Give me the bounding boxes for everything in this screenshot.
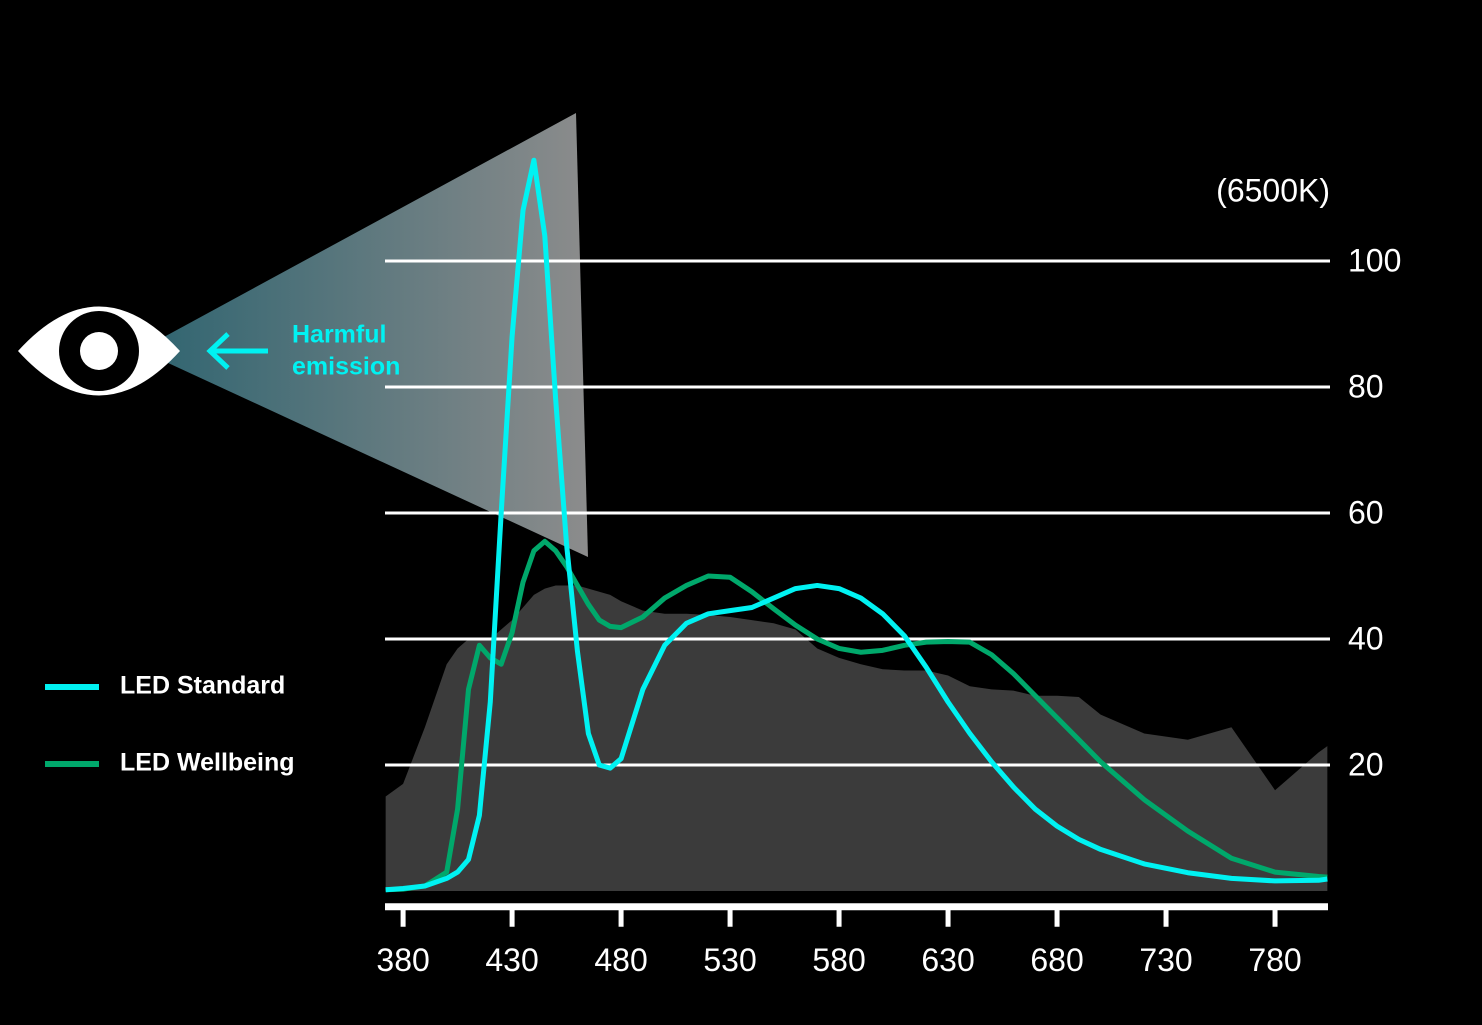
chart-title: (6500K) [1216, 172, 1330, 208]
x-tick-label: 430 [485, 942, 538, 978]
arrow [206, 332, 268, 370]
annotation: emission [292, 353, 400, 381]
legend-label: LED Wellbeing [120, 749, 295, 777]
x-tick-label: 380 [376, 942, 429, 978]
x-tick-label: 480 [594, 942, 647, 978]
x-tick-label: 580 [812, 942, 865, 978]
spectrum-area [385, 585, 1328, 891]
x-tick-label: 680 [1030, 942, 1083, 978]
eye-pupil [80, 332, 118, 370]
plot-area [385, 259, 1330, 927]
annotation: Harmful [292, 321, 386, 349]
y-tick-label: 100 [1348, 242, 1401, 278]
x-tick-label: 630 [921, 942, 974, 978]
x-tick-label: 780 [1248, 942, 1301, 978]
y-tick-label: 60 [1348, 494, 1384, 530]
x-tick-label: 730 [1139, 942, 1192, 978]
series-line [385, 157, 1328, 893]
y-tick-label: 80 [1348, 368, 1384, 404]
legend-label: LED Standard [120, 672, 285, 700]
series-line [385, 538, 1328, 893]
emission-beam [140, 113, 588, 557]
x-tick-label: 530 [703, 942, 756, 978]
y-tick-label: 20 [1348, 746, 1384, 782]
y-tick-label: 40 [1348, 620, 1384, 656]
